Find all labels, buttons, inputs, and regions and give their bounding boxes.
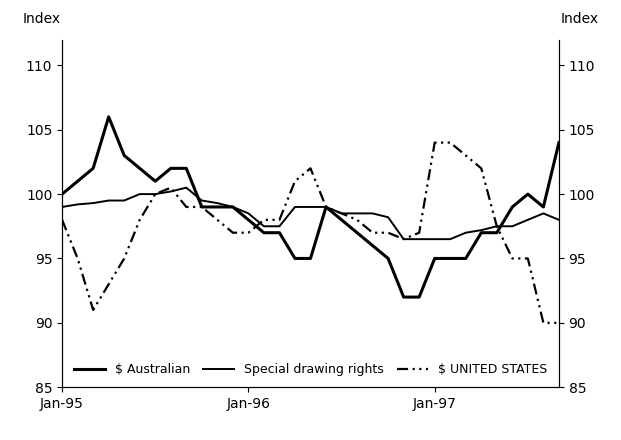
Text: Index: Index [22,12,60,26]
Text: Index: Index [561,12,599,26]
Legend: $ Australian, Special drawing rights, $ UNITED STATES: $ Australian, Special drawing rights, $ … [69,358,552,381]
